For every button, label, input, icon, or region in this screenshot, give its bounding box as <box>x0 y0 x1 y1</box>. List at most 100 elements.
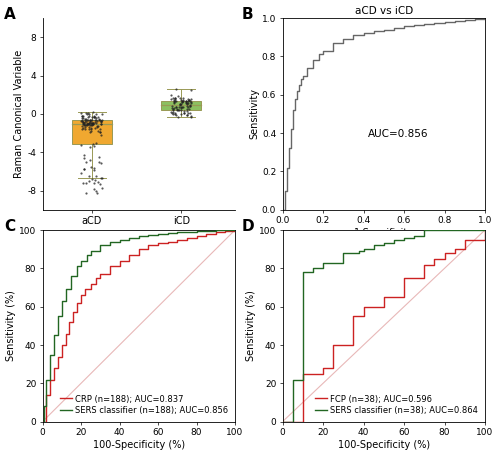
Point <box>188 96 196 103</box>
Point <box>78 126 86 133</box>
Point <box>86 125 94 132</box>
Point <box>170 110 177 117</box>
Point <box>174 92 182 99</box>
Point <box>178 99 186 106</box>
Point <box>80 155 88 162</box>
Point <box>90 164 98 171</box>
Point <box>187 113 195 120</box>
Point <box>82 115 90 123</box>
Point <box>91 124 99 132</box>
Point <box>186 102 194 109</box>
Point <box>84 112 92 120</box>
Point <box>80 123 88 130</box>
Point <box>92 173 100 180</box>
Point <box>179 103 187 110</box>
Point <box>88 108 96 115</box>
Point <box>82 115 90 122</box>
Point <box>172 111 180 118</box>
Point <box>82 117 90 124</box>
Point <box>188 87 196 94</box>
Point <box>171 109 179 116</box>
Legend: CRP (n=188); AUC=0.837, SERS classifier (n=188); AUC=0.856: CRP (n=188); AUC=0.837, SERS classifier … <box>58 392 231 418</box>
Point <box>85 120 93 128</box>
Point <box>80 124 88 131</box>
Point <box>82 125 90 133</box>
Point <box>90 113 98 120</box>
Point <box>182 105 190 112</box>
Point <box>86 128 94 135</box>
Point <box>85 172 93 179</box>
Point <box>186 110 194 117</box>
Point <box>94 116 102 123</box>
Point <box>88 120 96 127</box>
Point <box>98 174 106 181</box>
Point <box>171 94 179 101</box>
Point <box>96 132 104 139</box>
Point <box>97 117 105 124</box>
Point <box>174 106 182 114</box>
Point <box>85 119 93 126</box>
Point <box>186 102 194 109</box>
Point <box>170 104 177 111</box>
Point <box>92 124 100 131</box>
Legend: FCP (n=38); AUC=0.596, SERS classifier (n=38); AUC=0.864: FCP (n=38); AUC=0.596, SERS classifier (… <box>313 392 481 418</box>
Point <box>82 121 90 128</box>
Point <box>84 114 92 121</box>
Point <box>184 97 192 104</box>
Point <box>78 123 86 130</box>
Point <box>77 141 85 148</box>
Point <box>82 116 90 124</box>
Point <box>87 125 95 133</box>
Point <box>88 119 96 126</box>
Point <box>177 106 185 113</box>
Point <box>90 116 98 123</box>
Point <box>90 185 98 193</box>
Point <box>87 124 95 131</box>
Point <box>80 121 88 129</box>
Point <box>78 112 86 120</box>
Point <box>92 120 100 127</box>
Point <box>96 128 104 135</box>
Text: B: B <box>242 6 254 22</box>
Point <box>79 119 87 126</box>
Point <box>92 111 100 118</box>
Title: aCD vs iCD: aCD vs iCD <box>354 6 413 16</box>
Y-axis label: Sensitivity (%): Sensitivity (%) <box>246 290 256 361</box>
Point <box>182 99 190 106</box>
Point <box>78 116 86 124</box>
Bar <box>72 120 112 144</box>
Point <box>78 117 86 124</box>
Point <box>92 140 100 147</box>
Point <box>182 112 190 119</box>
Point <box>182 98 190 105</box>
Point <box>183 102 191 110</box>
Point <box>176 95 184 102</box>
Text: C: C <box>4 218 15 234</box>
X-axis label: 1-Specificity: 1-Specificity <box>354 228 414 238</box>
Point <box>170 99 178 106</box>
Point <box>178 103 186 110</box>
Point <box>90 114 98 121</box>
Point <box>188 113 196 120</box>
Point <box>184 103 192 110</box>
Point <box>85 177 93 184</box>
Point <box>85 119 93 126</box>
Point <box>78 110 86 117</box>
Point <box>80 152 88 159</box>
Point <box>86 120 94 127</box>
Point <box>97 118 105 125</box>
Point <box>168 102 176 109</box>
Point <box>92 118 100 125</box>
Point <box>176 100 184 107</box>
Point <box>84 116 92 123</box>
Point <box>94 127 102 134</box>
Point <box>78 114 86 121</box>
Point <box>98 117 106 124</box>
Point <box>81 119 89 126</box>
Point <box>94 179 102 186</box>
Point <box>95 115 103 123</box>
Point <box>184 99 192 106</box>
Point <box>86 156 94 164</box>
Point <box>88 122 96 129</box>
Point <box>92 177 100 184</box>
